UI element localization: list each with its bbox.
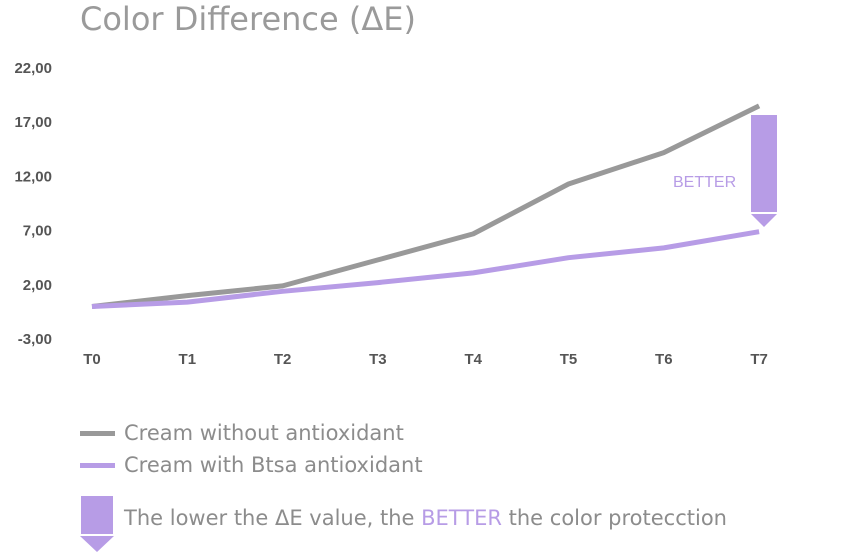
note-text-after: the color protecction <box>501 506 727 530</box>
note-arrow-head <box>80 536 114 552</box>
better-note: The lower the ΔE value, the BETTER the c… <box>80 496 780 556</box>
x-tick-label: T1 <box>179 351 197 368</box>
y-tick-label: 2,00 <box>23 277 52 294</box>
y-tick-label: 17,00 <box>14 114 52 131</box>
y-tick-label: 12,00 <box>14 168 52 185</box>
better-arrow-head <box>751 214 777 227</box>
x-tick-label: T6 <box>655 351 673 368</box>
note-arrow-bar <box>81 496 113 534</box>
legend-swatch-purple <box>80 463 115 468</box>
x-axis-ticks: T0 T1 T2 T3 T4 T5 T6 T7 <box>83 351 768 368</box>
y-tick-label: -3,00 <box>18 331 52 348</box>
legend-label: Cream with Btsa antioxidant <box>124 453 423 477</box>
better-label: BETTER <box>673 174 736 191</box>
x-tick-label: T3 <box>369 351 387 368</box>
note-text: The lower the ΔE value, the BETTER the c… <box>124 506 727 530</box>
note-highlight: BETTER <box>421 506 502 530</box>
y-axis-ticks: 22,00 17,00 12,00 7,00 2,00 -3,00 <box>14 60 52 348</box>
series-line-0 <box>91 103 761 309</box>
better-arrow-bar <box>751 115 777 212</box>
chart-title: Color Difference (ΔE) <box>80 0 416 38</box>
series-lines <box>91 103 761 309</box>
series-line-1 <box>91 229 760 309</box>
x-tick-label: T2 <box>274 351 292 368</box>
x-tick-label: T4 <box>464 351 482 368</box>
x-tick-label: T7 <box>750 351 768 368</box>
better-arrow: BETTER <box>673 115 777 227</box>
legend-swatch-gray <box>80 431 115 436</box>
y-tick-label: 22,00 <box>14 60 52 77</box>
legend-label: Cream without antioxidant <box>124 421 404 445</box>
x-tick-label: T5 <box>560 351 578 368</box>
note-text-before: The lower the ΔE value, the <box>124 506 422 530</box>
x-tick-label: T0 <box>83 351 101 368</box>
y-tick-label: 7,00 <box>23 223 52 240</box>
